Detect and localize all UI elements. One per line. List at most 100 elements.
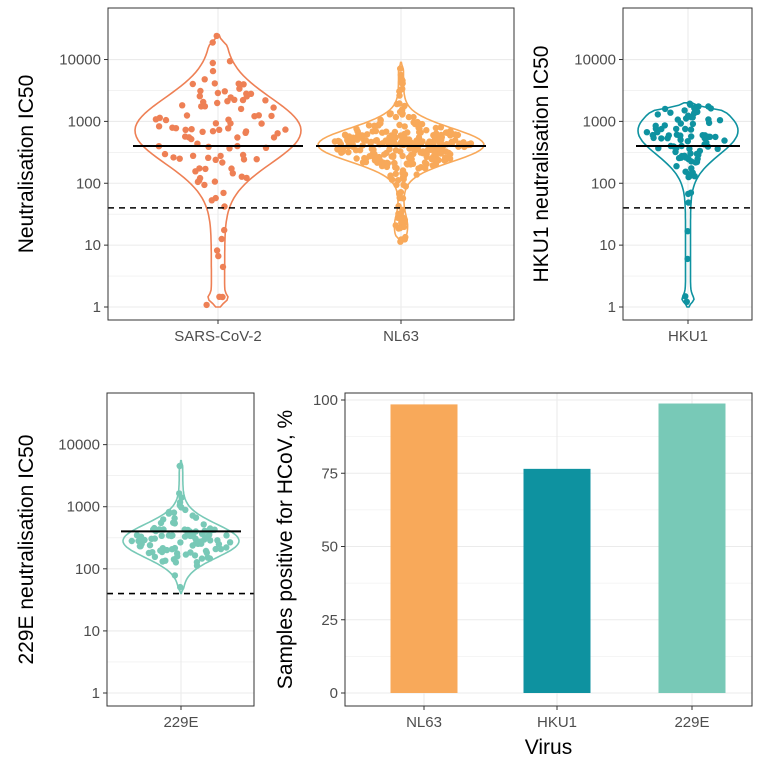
data-point	[151, 524, 158, 532]
data-point	[238, 173, 245, 180]
data-point	[262, 97, 269, 104]
data-point	[212, 194, 219, 202]
data-point	[182, 126, 189, 133]
panel-background	[108, 8, 514, 320]
y-tick-label: 1	[608, 299, 616, 316]
data-point	[391, 139, 398, 147]
data-point	[211, 178, 219, 185]
data-point	[389, 134, 397, 141]
data-point	[191, 552, 199, 559]
y-tick-label: 1	[92, 685, 100, 702]
data-point	[138, 535, 145, 542]
data-point	[165, 532, 173, 539]
data-point	[409, 160, 417, 167]
y-tick-label: 10	[599, 237, 616, 254]
data-point	[684, 255, 691, 263]
data-point	[685, 190, 692, 198]
data-point	[396, 100, 403, 107]
y-tick-label: 10000	[59, 52, 101, 69]
data-point	[172, 125, 180, 132]
data-point	[213, 32, 220, 40]
data-point	[362, 155, 370, 162]
data-point	[229, 170, 236, 177]
y-tick-label: 75	[321, 465, 338, 482]
data-point	[268, 112, 275, 120]
data-point	[200, 521, 207, 528]
data-point	[194, 540, 202, 547]
data-point	[219, 159, 226, 166]
data-point	[221, 226, 228, 234]
panel-border	[344, 392, 753, 707]
data-point	[158, 532, 165, 539]
data-point	[383, 149, 390, 157]
data-point	[675, 154, 683, 162]
data-point	[433, 130, 440, 137]
data-point	[221, 203, 228, 210]
data-point	[395, 210, 402, 217]
data-point	[379, 159, 387, 166]
data-point	[184, 529, 191, 536]
data-point	[411, 147, 418, 154]
data-point	[216, 126, 223, 133]
y-tick-label: 0	[330, 685, 338, 702]
x-tick-label: SARS-CoV-2	[174, 328, 262, 345]
data-point	[682, 125, 689, 133]
data-point	[435, 136, 443, 143]
data-point	[198, 555, 206, 562]
data-point	[212, 120, 220, 127]
data-point	[410, 113, 417, 121]
data-point	[182, 506, 189, 514]
data-point	[392, 147, 400, 154]
data-point	[177, 583, 184, 591]
bar-hku1	[523, 468, 591, 693]
data-point	[364, 131, 371, 138]
data-point	[387, 110, 394, 117]
data-point	[418, 120, 426, 128]
data-point	[205, 154, 212, 161]
data-point	[345, 149, 352, 156]
data-point	[231, 96, 238, 104]
data-point	[243, 93, 250, 100]
data-point	[701, 132, 709, 139]
data-point	[367, 139, 374, 147]
data-point	[179, 102, 186, 109]
y-axis-title: HKU1 neutralisation IC50	[530, 46, 553, 283]
data-point	[171, 520, 178, 527]
violin-outline-hku1	[637, 102, 739, 308]
violin-outline-nl63	[317, 61, 485, 244]
data-point	[424, 146, 432, 154]
data-point	[352, 147, 360, 154]
data-point	[218, 235, 225, 243]
data-point	[165, 510, 173, 517]
data-point	[673, 163, 680, 170]
data-point	[353, 155, 360, 162]
data-point	[171, 572, 179, 579]
x-axis-title: Virus	[525, 736, 572, 759]
data-point	[170, 509, 178, 516]
data-point	[176, 155, 183, 162]
y-tick-label: 1000	[67, 499, 100, 516]
data-point	[350, 134, 357, 141]
data-point	[681, 152, 688, 159]
data-point	[712, 133, 719, 141]
data-point	[685, 199, 692, 206]
data-point	[189, 542, 196, 549]
data-point	[220, 189, 227, 197]
data-point	[392, 170, 399, 177]
data-point	[209, 59, 216, 67]
data-point	[705, 119, 713, 127]
data-point	[253, 156, 260, 163]
data-point	[401, 123, 408, 130]
data-point	[437, 124, 445, 131]
data-point	[215, 541, 223, 548]
data-point	[168, 546, 176, 553]
y-tick-label: 1000	[583, 113, 616, 130]
y-axis-title: Neutralisation IC50	[15, 75, 38, 254]
data-point	[419, 138, 426, 145]
data-point	[716, 117, 724, 124]
data-point	[413, 171, 420, 178]
data-point	[372, 137, 380, 144]
data-point	[365, 122, 373, 129]
data-point	[690, 110, 698, 117]
data-point	[189, 152, 197, 159]
